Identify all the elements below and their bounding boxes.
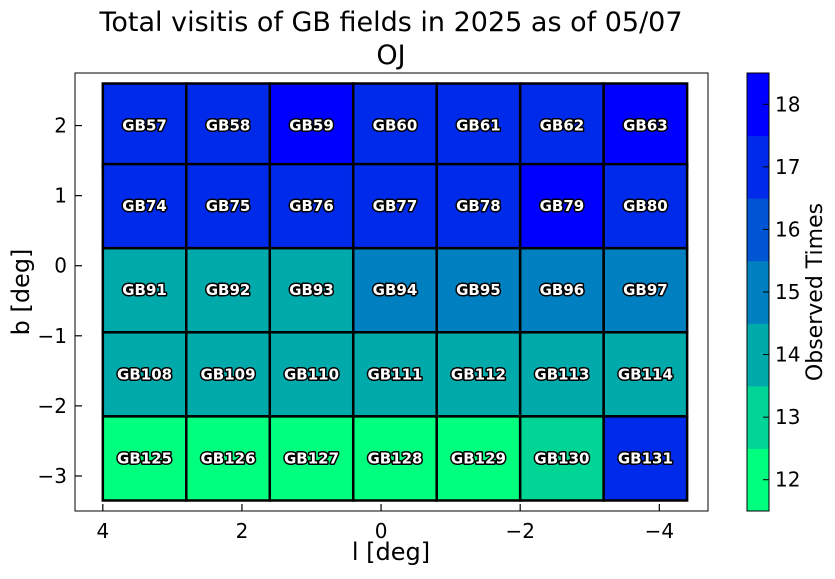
x-tick-label: −4	[645, 519, 674, 543]
field-cell-gb95	[435, 246, 522, 334]
field-cell-gb76	[268, 162, 355, 250]
field-label: GB91	[122, 281, 167, 299]
field-label: GB57	[122, 117, 167, 135]
field-cell-gb96	[518, 246, 605, 334]
x-tick-label: 4	[96, 519, 109, 543]
chart-subtitle: OJ	[376, 40, 405, 71]
colorbar-segment	[747, 198, 769, 262]
field-label: GB125	[117, 449, 172, 467]
colorbar-label: Observed Times	[803, 203, 828, 381]
field-label: GB80	[623, 197, 668, 215]
y-tick-label: −2	[38, 394, 67, 418]
field-label: GB95	[456, 281, 501, 299]
field-label: GB112	[451, 365, 506, 383]
field-cell-gb125	[101, 415, 188, 502]
field-label: GB77	[373, 197, 418, 215]
x-tick-label: 2	[236, 519, 249, 543]
field-cell-gb127	[268, 415, 355, 502]
y-tick-label: 1	[54, 184, 67, 208]
colorbar-tick-label: 14	[775, 343, 800, 367]
field-label: GB108	[117, 365, 172, 383]
field-cell-gb131	[602, 415, 689, 502]
field-cell-gb113	[518, 331, 605, 418]
field-cell-gb74	[101, 162, 188, 250]
field-label: GB109	[201, 365, 256, 383]
field-label: GB113	[534, 365, 589, 383]
field-cell-gb130	[518, 415, 605, 502]
field-label: GB96	[540, 281, 585, 299]
field-label: GB111	[367, 365, 422, 383]
field-label: GB74	[122, 197, 167, 215]
cell-labels-layer: GB57 GB58 GB59 GB60 GB61 GB62 GB63 GB74 GB75 GB76…	[116, 115, 675, 469]
field-label: GB58	[206, 117, 251, 135]
field-cell-gb78	[435, 162, 522, 250]
field-cell-gb109	[185, 331, 272, 418]
field-label: GB60	[373, 117, 418, 135]
x-tick-label: −2	[505, 519, 534, 543]
field-label: GB130	[534, 449, 589, 467]
colorbar: 12 13 14 15 16 17 18	[746, 72, 800, 512]
field-cell-gb80	[602, 162, 689, 250]
field-label: GB92	[206, 281, 251, 299]
field-label: GB63	[623, 117, 668, 135]
colorbar-segment	[747, 448, 769, 512]
colorbar-tick-label: 18	[775, 92, 800, 116]
field-cell-gb97	[602, 246, 689, 334]
colorbar-tick-label: 17	[775, 155, 800, 179]
field-label: GB129	[451, 449, 506, 467]
y-axis-label: b [deg]	[7, 249, 35, 336]
y-tick-label: −1	[38, 324, 67, 348]
field-label: GB93	[289, 281, 334, 299]
field-label: GB78	[456, 197, 501, 215]
field-label: GB59	[289, 117, 334, 135]
field-label: GB128	[367, 449, 422, 467]
colorbar-segment	[747, 385, 769, 449]
field-cell-gb93	[268, 246, 355, 334]
y-tick-label: 0	[54, 254, 67, 278]
field-cell-gb92	[185, 246, 272, 334]
field-label: GB61	[456, 117, 501, 135]
field-label: GB97	[623, 281, 668, 299]
colorbar-segment	[747, 73, 769, 137]
field-cell-gb108	[101, 331, 188, 418]
chart-title: Total visitis of GB fields in 2025 as of…	[98, 7, 682, 38]
field-label: GB79	[540, 197, 585, 215]
colorbar-segment	[747, 135, 769, 199]
plot-frame	[74, 72, 709, 512]
field-label: GB62	[540, 117, 585, 135]
colorbar-tick-label: 12	[775, 468, 800, 492]
field-label: GB110	[284, 365, 339, 383]
y-tick-label: 2	[54, 114, 67, 138]
colorbar-segment	[747, 260, 769, 324]
y-tick-label: −3	[38, 464, 67, 488]
field-label: GB127	[284, 449, 339, 467]
colorbar-tick-label: 16	[775, 217, 800, 241]
colorbar-tick-label: 15	[775, 280, 800, 304]
field-label: GB114	[618, 365, 673, 383]
field-label: GB76	[289, 197, 334, 215]
x-tick-label: 0	[375, 519, 388, 543]
field-label: GB131	[618, 449, 673, 467]
field-label: GB94	[373, 281, 418, 299]
colorbar-tick-label: 13	[775, 405, 800, 429]
field-label: GB75	[206, 197, 251, 215]
field-cell-gb57	[101, 82, 188, 169]
field-label: GB126	[201, 449, 256, 467]
colorbar-segment	[747, 323, 769, 387]
field-cell-gb58	[185, 82, 272, 169]
y-ticks-layer: 2 1 0 −1 −2 −3	[38, 114, 82, 488]
cells-layer	[101, 82, 689, 502]
x-ticks-layer: 4 2 0 −2 −4	[96, 504, 674, 543]
field-cell-gb62	[518, 82, 605, 169]
x-axis-label: l [deg]	[352, 538, 430, 566]
